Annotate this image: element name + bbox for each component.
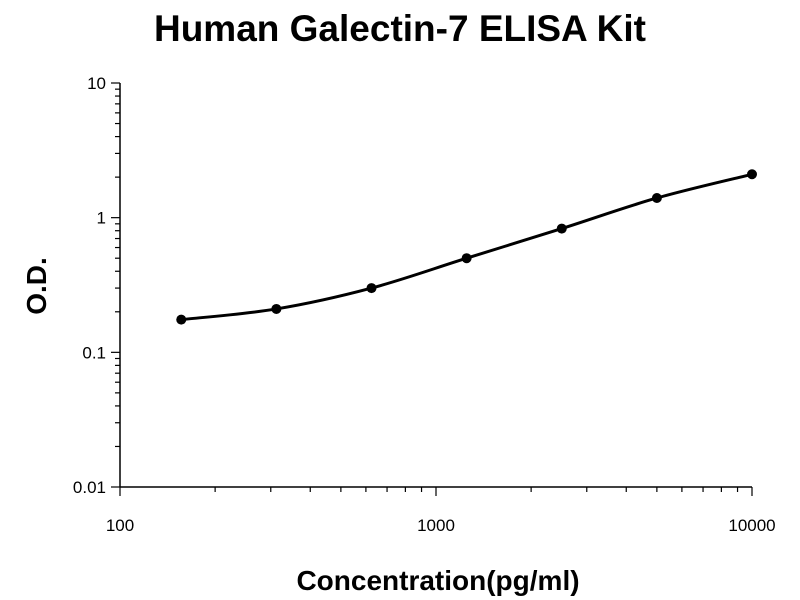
data-point bbox=[176, 314, 187, 325]
tick-labels: 100 1000 10000 10 1 0.1 0.01 bbox=[73, 74, 776, 535]
data-point bbox=[461, 253, 472, 264]
data-point bbox=[747, 169, 757, 180]
y-tick-label: 10 bbox=[87, 74, 106, 93]
data-point bbox=[271, 303, 282, 314]
x-axis-title: Concentration(pg/ml) bbox=[296, 565, 579, 596]
data-point bbox=[556, 223, 567, 234]
ticks bbox=[111, 82, 753, 496]
y-tick-label: 0.1 bbox=[82, 343, 106, 362]
y-tick-label: 0.01 bbox=[73, 478, 106, 497]
x-tick-label: 10000 bbox=[728, 516, 775, 535]
chart-title: Human Galectin-7 ELISA Kit bbox=[153, 8, 647, 49]
data-point bbox=[651, 192, 662, 203]
y-tick-label: 1 bbox=[97, 209, 106, 228]
x-tick-label: 1000 bbox=[417, 516, 455, 535]
x-tick-label: 100 bbox=[106, 516, 134, 535]
series bbox=[176, 169, 757, 325]
y-axis-title: O.D. bbox=[21, 257, 52, 315]
axes bbox=[119, 83, 752, 488]
data-point bbox=[366, 283, 377, 294]
series-line bbox=[181, 172, 753, 322]
